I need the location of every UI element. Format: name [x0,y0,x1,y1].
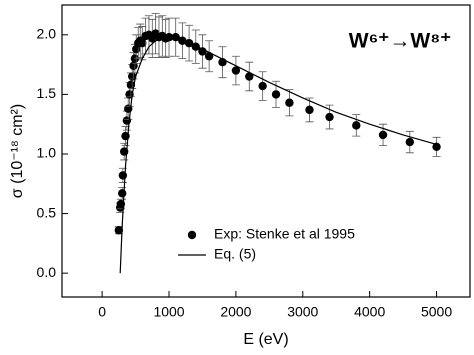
x-tick-label: 3000 [287,304,318,320]
fit-line [119,37,437,274]
x-tick-label: 4000 [354,304,385,320]
y-tick-label: 1.0 [37,145,57,161]
data-point [231,66,241,75]
data-point [198,47,207,56]
y-axis-label: σ (10⁻¹⁸ cm²) [9,104,26,198]
data-point [126,80,136,90]
x-axis-label: E (eV) [243,331,288,348]
data-point [245,72,254,81]
data-point [432,142,441,152]
y-tick-label: 0.0 [37,264,57,280]
x-tick-label: 0 [98,304,106,320]
annotation: W⁶⁺→W⁸⁺ [349,30,451,53]
data-point [118,171,128,180]
data-point [405,137,415,147]
data-point [258,81,267,91]
data-point [352,121,361,130]
data-point [117,189,127,198]
legend-marker [187,230,197,240]
y-tick-label: 0.5 [37,204,57,220]
legend-label: Exp: Stenke et al 1995 [214,226,355,242]
plot-frame [61,4,471,298]
y-tick-label: 2.0 [37,25,57,41]
data-point [114,226,124,235]
data-point [138,38,147,48]
x-tick-label: 5000 [421,304,452,320]
y-tick-label: 1.5 [37,85,57,101]
x-tick-label: 2000 [220,304,251,320]
data-point [378,130,388,140]
data-point [325,112,334,122]
data-point [305,105,314,115]
x-tick-label: 1000 [153,304,184,320]
data-point [285,98,294,107]
legend-label: Eq. (5) [214,246,256,262]
data-point [271,90,281,99]
